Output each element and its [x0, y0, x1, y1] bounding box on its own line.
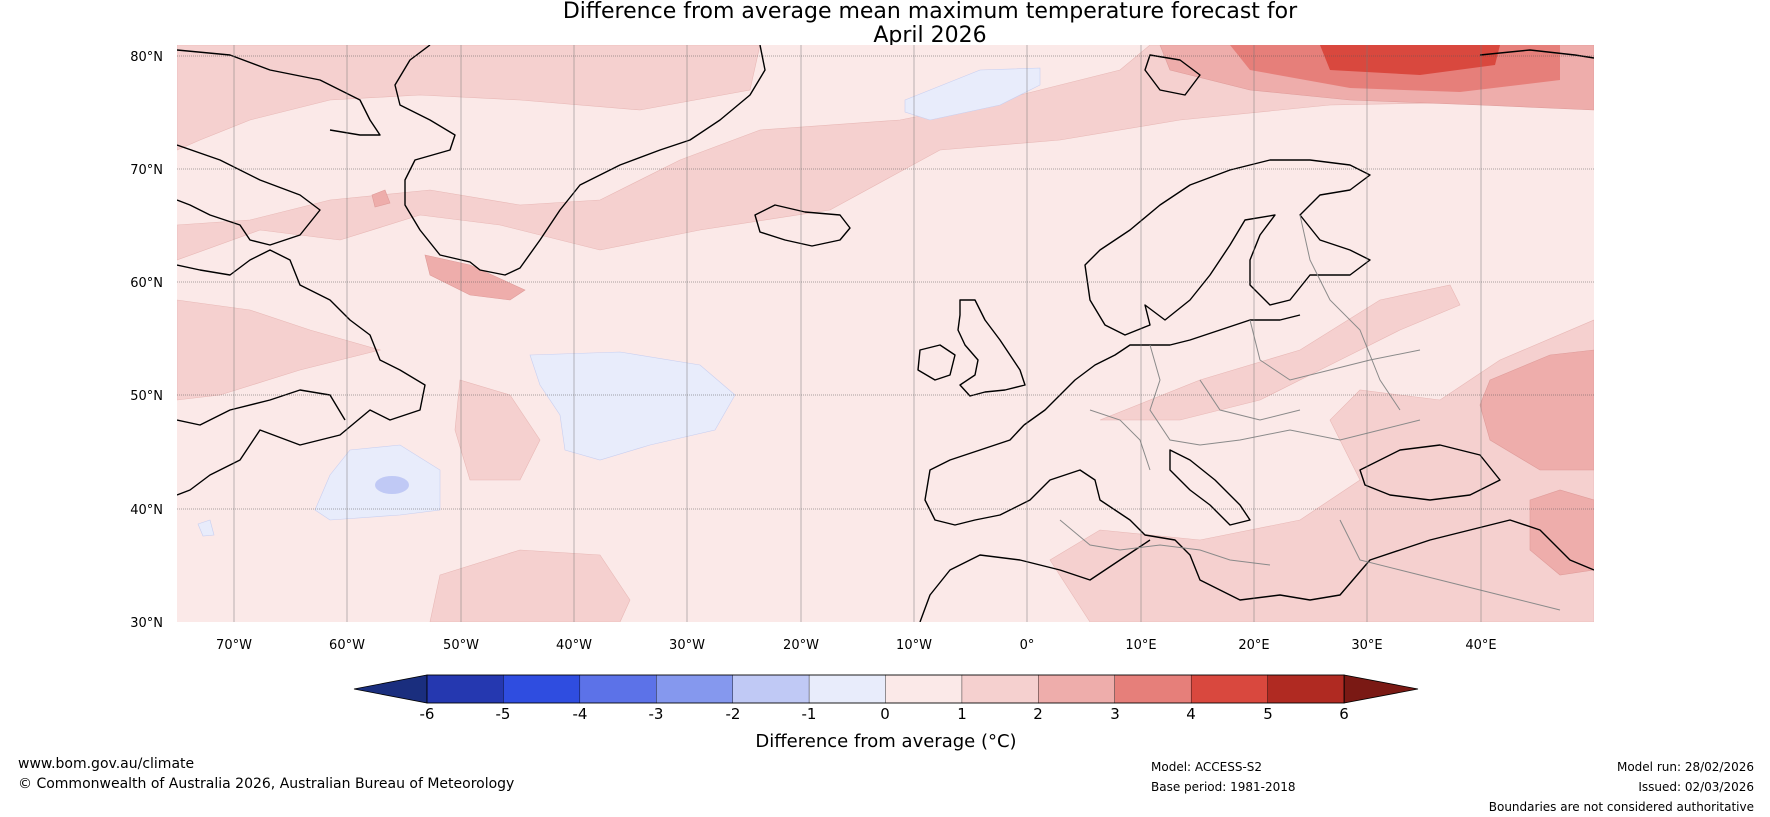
model-name: Model: ACCESS-S2 [1151, 760, 1263, 774]
lon-label: 30°W [669, 638, 705, 653]
colorbar-bin [1267, 674, 1345, 704]
colorbar-tick: 3 [1110, 705, 1120, 723]
colorbar-tick: 6 [1339, 705, 1349, 723]
colorbar-bin [426, 674, 505, 704]
anomaly-fill-4-5 [1320, 45, 1500, 75]
lat-label: 80°N [130, 50, 163, 65]
lon-label: 10°E [1125, 638, 1156, 653]
lat-label: 40°N [130, 503, 163, 518]
colorbar-tick: 0 [880, 705, 890, 723]
colorbar-tick: 5 [1263, 705, 1273, 723]
footer-run-info: Model run: 28/02/2026 Issued: 02/03/2026… [1489, 757, 1754, 817]
lat-label: 30°N [130, 616, 163, 631]
colorbar-tick: -1 [802, 705, 817, 723]
colorbar-tick: 1 [957, 705, 967, 723]
colorbar-below-min-triangle [353, 674, 428, 704]
base-period: Base period: 1981-2018 [1151, 780, 1296, 794]
colorbar-tick: -4 [573, 705, 588, 723]
issued-date: Issued: 02/03/2026 [1638, 780, 1754, 794]
title-line-1: Difference from average mean maximum tem… [562, 0, 1298, 24]
anomaly-fill-1-2 [177, 45, 1594, 622]
lon-label: 50°W [443, 638, 479, 653]
colorbar-bin [656, 674, 734, 704]
colorbar-tick: -2 [726, 705, 741, 723]
colorbar-bin [885, 674, 963, 704]
colorbar-bin [732, 674, 810, 704]
lon-label: 20°W [783, 638, 819, 653]
lon-label: 60°W [329, 638, 365, 653]
colorbar-bin [1114, 674, 1192, 704]
colorbar-label: Difference from average (°C) [755, 731, 1016, 752]
lon-label: 70°W [216, 638, 252, 653]
colorbar-frame [426, 674, 1345, 704]
lat-label: 70°N [130, 163, 163, 178]
lon-label: 20°E [1238, 638, 1269, 653]
lon-label: 40°E [1465, 638, 1496, 653]
latitude-labels: 80°N 70°N 60°N 50°N 40°N 30°N [130, 50, 163, 631]
map-title: Difference from average mean maximum tem… [380, 0, 1480, 48]
colorbar-tick: -6 [420, 705, 435, 723]
disclaimer-text: Boundaries are not considered authoritat… [1488, 800, 1754, 814]
anomaly-fill-minus2-minus1 [375, 476, 409, 494]
longitude-labels: 70°W 60°W 50°W 40°W 30°W 20°W 10°W 0° 10… [216, 638, 1497, 653]
colorbar-tick: -5 [496, 705, 511, 723]
colorbar-tick: -3 [649, 705, 664, 723]
lat-label: 50°N [130, 389, 163, 404]
website-link[interactable]: www.bom.gov.au/climate [18, 756, 195, 772]
copyright-text: © Commonwealth of Australia 2026, Austra… [18, 776, 515, 792]
coastlines [177, 45, 1594, 622]
meridians [233, 45, 1482, 622]
colorbar-bin [1038, 674, 1116, 704]
map-panel [177, 45, 1594, 622]
footer-model-info: Model: ACCESS-S2 Base period: 1981-2018 [1151, 757, 1296, 797]
lon-label: 40°W [556, 638, 592, 653]
lon-label: 10°W [896, 638, 932, 653]
colorbar-tick: 4 [1186, 705, 1196, 723]
model-run-date: Model run: 28/02/2026 [1616, 760, 1754, 774]
colorbar-bin [503, 674, 581, 704]
footer-left: www.bom.gov.au/climate © Commonwealth of… [18, 754, 514, 794]
title-line-2: April 2026 [873, 23, 987, 48]
colorbar-tick: 2 [1033, 705, 1043, 723]
gridlines [177, 55, 1594, 510]
lon-label: 30°E [1351, 638, 1382, 653]
colorbar-bin [1190, 674, 1269, 704]
colorbar-bin [808, 674, 887, 704]
colorbar-above-max-triangle [1343, 674, 1419, 704]
colorbar: -6 -5 -4 -3 -2 -1 0 1 2 3 4 5 6 Differen… [353, 674, 1419, 752]
colorbar-bin [961, 674, 1040, 704]
colorbar-bin [579, 674, 657, 704]
lon-label: 0° [1020, 638, 1035, 653]
lat-label: 60°N [130, 276, 163, 291]
